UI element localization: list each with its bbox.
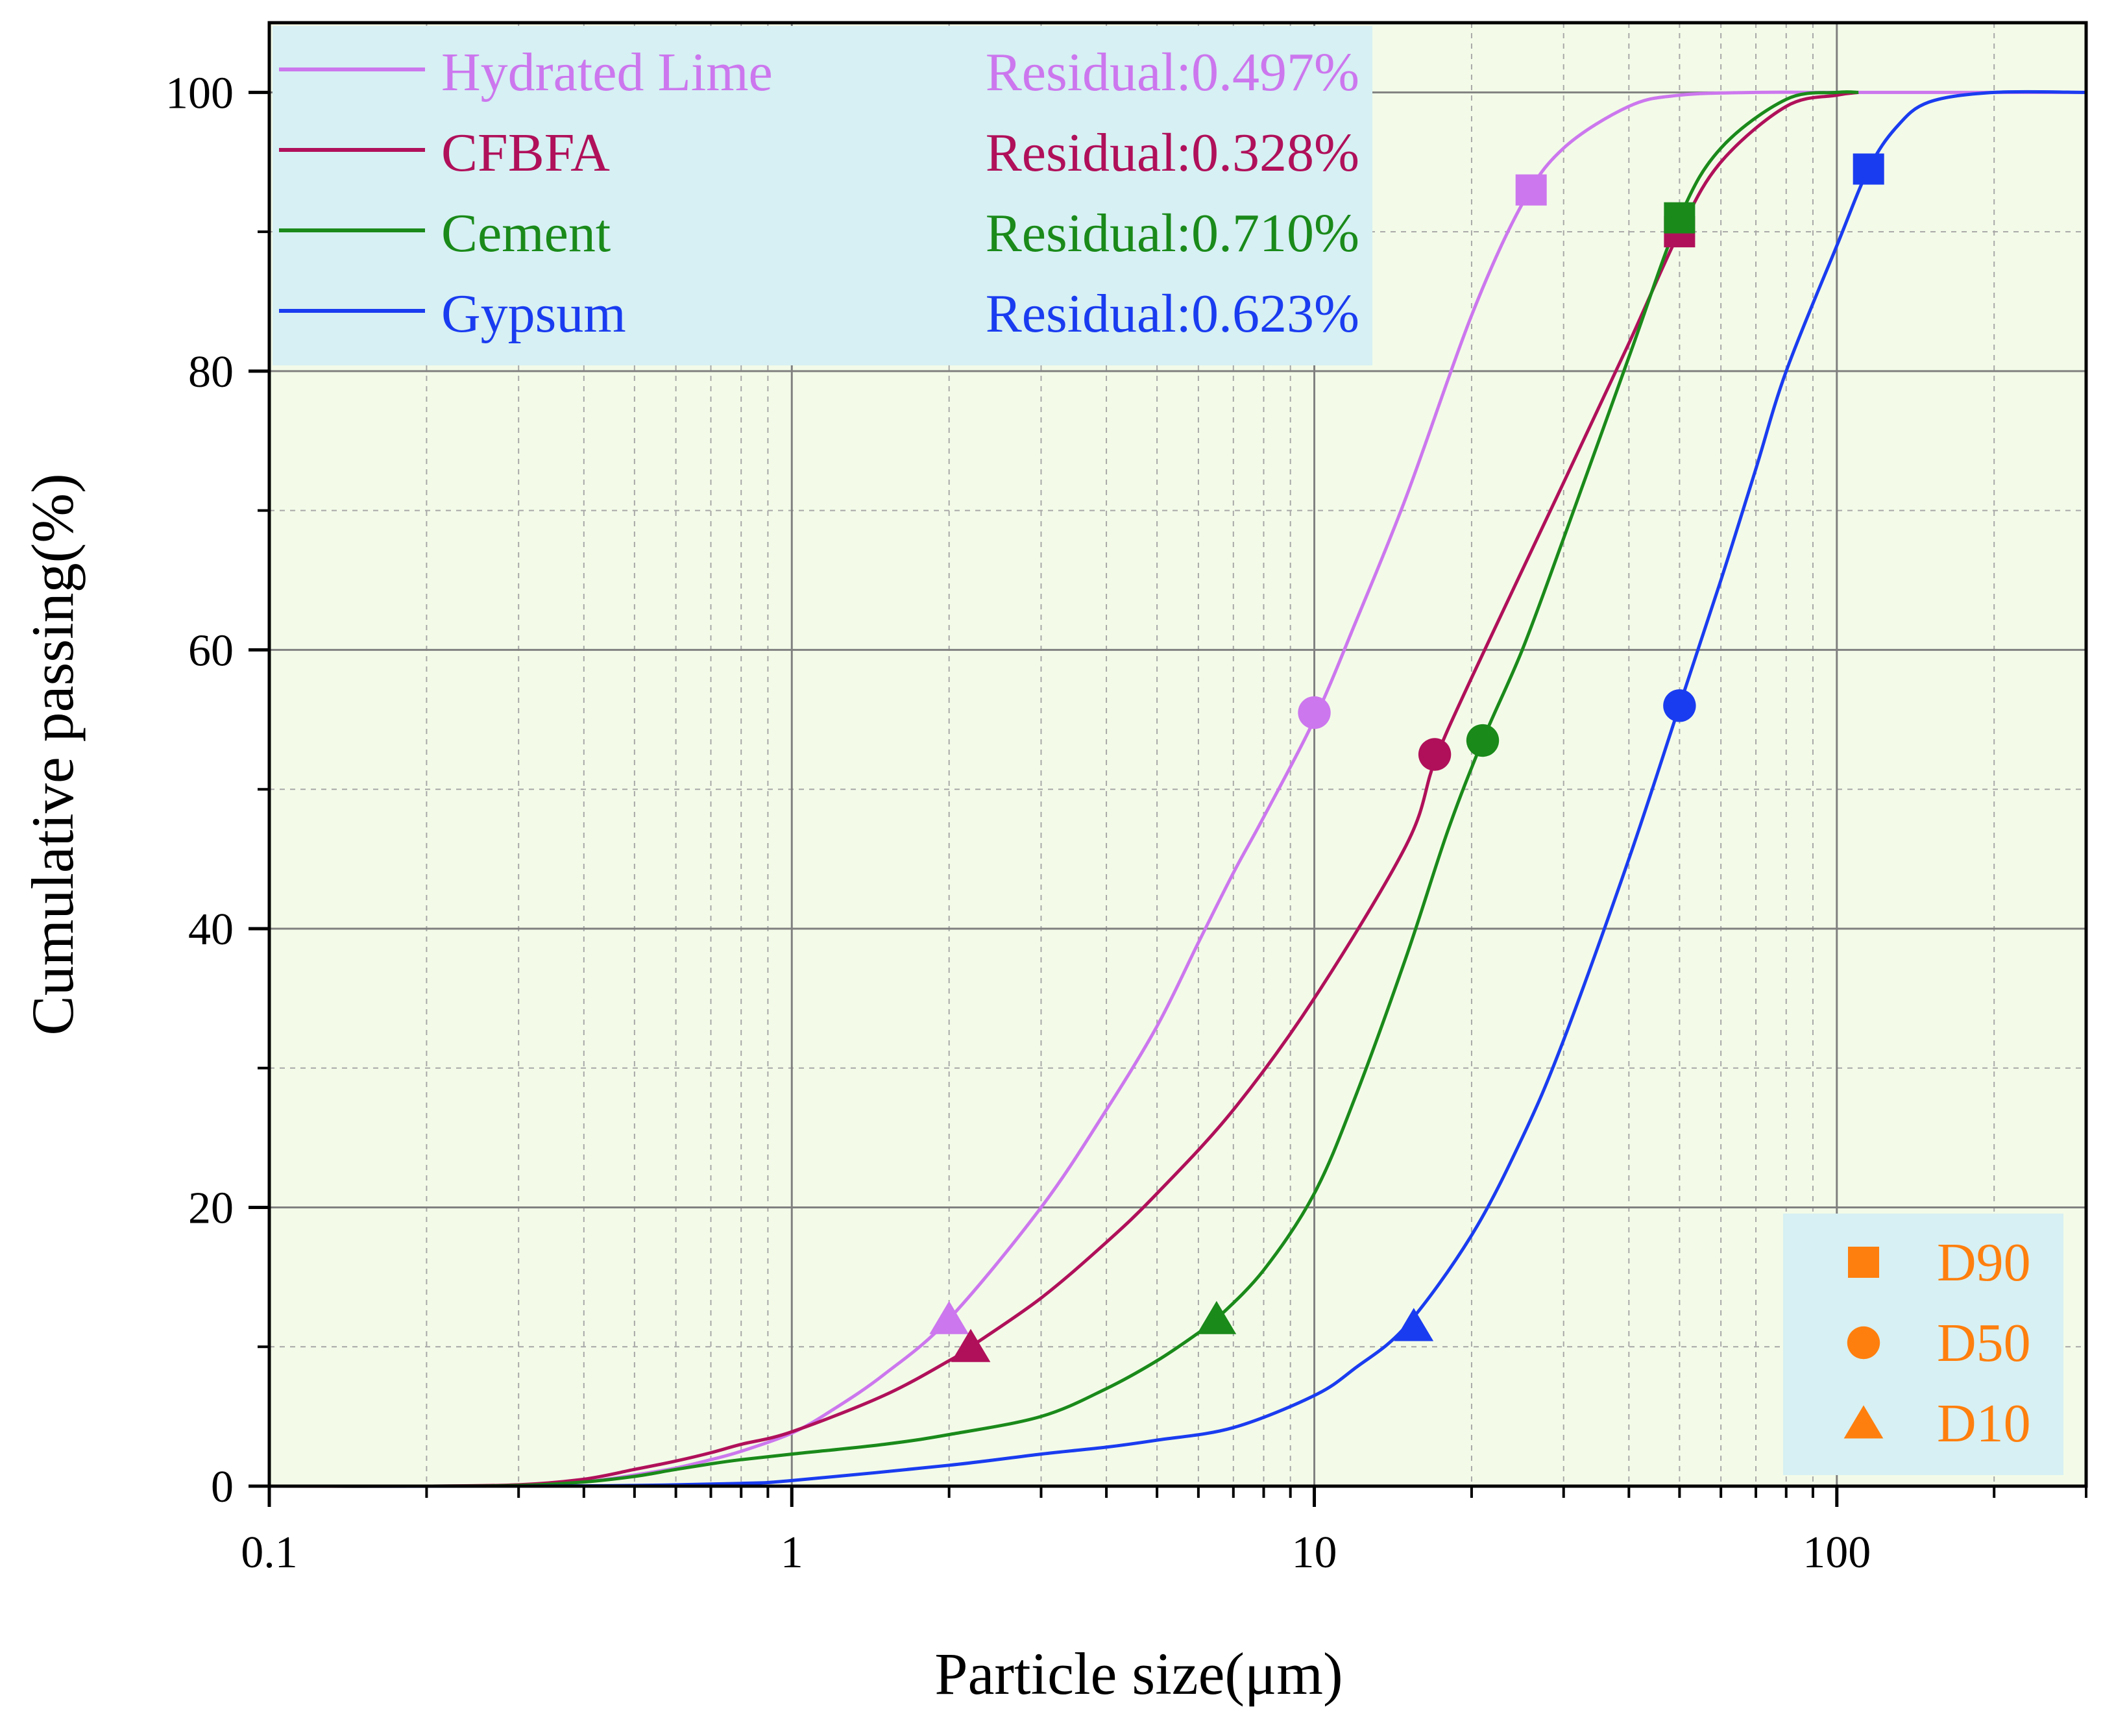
y-tick-label: 100 [165, 68, 234, 118]
y-tick-label: 40 [188, 905, 234, 955]
marker-legend: D90 D50 D10 [1843, 1232, 2031, 1454]
d10-marker-cfbfa [951, 1328, 991, 1362]
d50-marker-hydrated-lime [1298, 696, 1331, 729]
x-tick-label: 100 [1803, 1528, 1871, 1578]
plot-frame [267, 21, 2088, 1488]
series-line-gypsum [269, 90, 2087, 1488]
marker-legend-square-icon [1848, 1247, 1879, 1278]
legend-label-cfbfa: CFBFA [441, 123, 610, 183]
marker-legend-triangle-icon [1843, 1405, 1884, 1439]
axis-ticks [249, 90, 2087, 1507]
d90-marker-hydrated-lime [1515, 174, 1547, 206]
marker-legend-label-d90: D90 [1937, 1232, 2031, 1293]
marker-legend-circle-icon [1847, 1326, 1880, 1360]
d10-marker-cement [1197, 1301, 1237, 1334]
legend-residual-cfbfa: Residual:0.328% [986, 123, 1359, 183]
x-tick-label: 0.1 [241, 1528, 298, 1578]
marker-legend-label-d10: D10 [1937, 1393, 2031, 1454]
y-tick-label: 20 [188, 1183, 234, 1233]
y-axis-title: Cumulative passing(%) [19, 473, 86, 1035]
d10-marker-gypsum [1394, 1308, 1434, 1341]
marker-legend-label-d50: D50 [1937, 1313, 2031, 1373]
legend-label-gypsum: Gypsum [441, 284, 626, 344]
d50-marker-cfbfa [1418, 738, 1452, 771]
d50-marker-gypsum [1663, 689, 1696, 722]
d90-marker-gypsum [1853, 153, 1884, 185]
x-tick-label: 1 [781, 1528, 803, 1578]
legend-label-cement: Cement [441, 203, 611, 263]
x-tick-label: 10 [1292, 1528, 1337, 1578]
legend-label-hydrated-lime: Hydrated Lime [441, 42, 773, 103]
series-legend-box [273, 26, 1372, 365]
d10-marker-hydrated-lime [929, 1301, 969, 1334]
y-tick-label: 80 [188, 347, 234, 397]
x-axis-title: Particle size(μm) [934, 1641, 1343, 1707]
series-legend: Hydrated Lime Residual:0.497% CFBFA Residua… [279, 42, 1359, 344]
y-tick-label: 60 [188, 626, 234, 676]
d50-marker-cement [1466, 724, 1500, 757]
d90-marker-cement [1664, 202, 1696, 234]
series-markers [929, 153, 1884, 1362]
series-lines [269, 90, 2087, 1488]
series-line-cement [269, 90, 1859, 1488]
legend-residual-gypsum: Residual:0.623% [986, 284, 1359, 344]
legend-residual-cement: Residual:0.710% [986, 203, 1359, 263]
marker-legend-box [1783, 1214, 2063, 1475]
legend-residual-hydrated-lime: Residual:0.497% [986, 42, 1359, 103]
y-tick-labels: 0 20 40 60 80 100 [165, 68, 234, 1512]
y-tick-label: 0 [211, 1462, 234, 1512]
x-tick-labels: 0.1 1 10 100 [241, 1528, 1871, 1578]
